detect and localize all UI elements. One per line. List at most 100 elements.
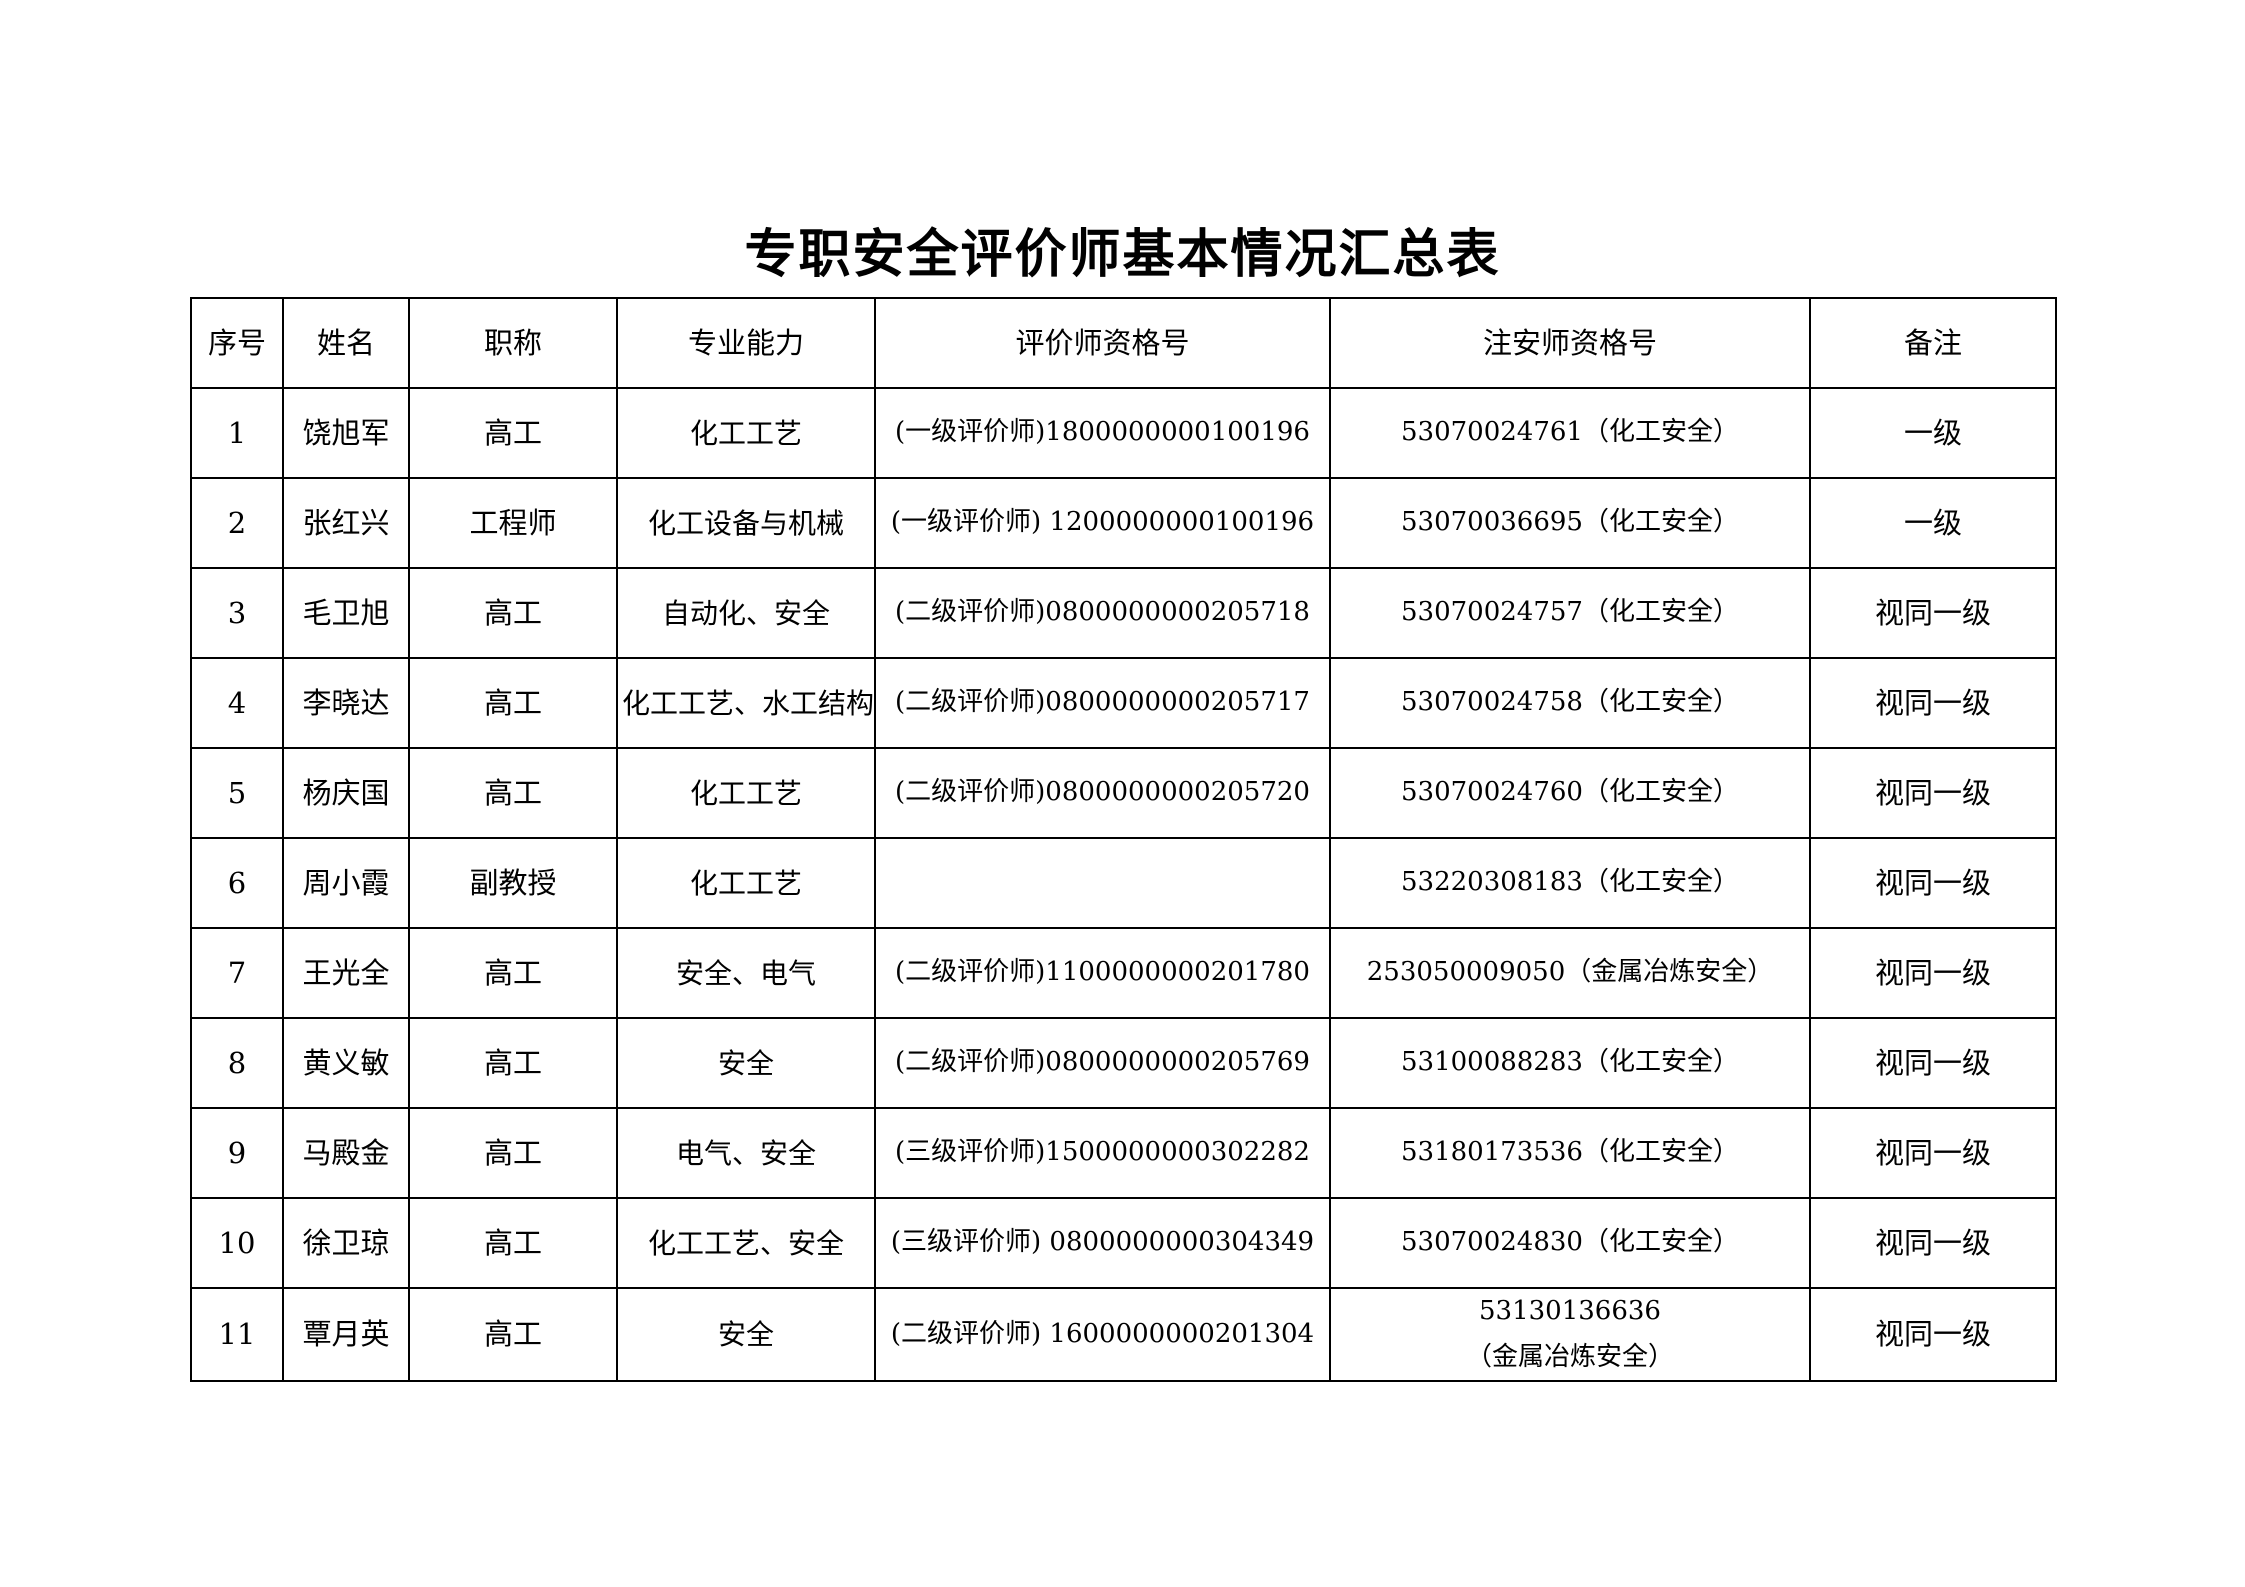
cell-serial: 10 <box>190 1197 284 1289</box>
summary-table: 序号 姓名 职称 专业能力 评价师资格号 注安师资格号 备注 1 饶旭军 高工 … <box>190 297 2057 1382</box>
cell-registered-number: 53070024760（化工安全） <box>1329 747 1811 839</box>
cell-title: 副教授 <box>408 837 618 929</box>
table-row: 2 张红兴 工程师 化工设备与机械 (一级评价师) 12000000001001… <box>190 477 2057 569</box>
cell-serial: 3 <box>190 567 284 659</box>
cell-registered-number: 53070024757（化工安全） <box>1329 567 1811 659</box>
cell-serial: 8 <box>190 1017 284 1109</box>
table-row: 9 马殿金 高工 电气、安全 (三级评价师)1500000000302282 5… <box>190 1107 2057 1199</box>
cell-remark: 视同一级 <box>1809 657 2057 749</box>
cell-name: 覃月英 <box>282 1287 410 1382</box>
table-row: 4 李晓达 高工 化工工艺、水工结构 (二级评价师)08000000002057… <box>190 657 2057 749</box>
column-header-serial: 序号 <box>190 297 284 389</box>
table-body: 1 饶旭军 高工 化工工艺 (一级评价师)1800000000100196 53… <box>190 387 2057 1382</box>
cell-remark: 一级 <box>1809 477 2057 569</box>
cell-ability: 化工设备与机械 <box>616 477 876 569</box>
column-header-evaluator-number: 评价师资格号 <box>874 297 1331 389</box>
cell-registered-number: 53130136636 （金属冶炼安全） <box>1329 1287 1811 1382</box>
cell-evaluator-number: (二级评价师) 1600000000201304 <box>874 1287 1331 1382</box>
column-header-name: 姓名 <box>282 297 410 389</box>
cell-ability: 自动化、安全 <box>616 567 876 659</box>
cell-title: 工程师 <box>408 477 618 569</box>
cell-registered-number: 53070024761（化工安全） <box>1329 387 1811 479</box>
cell-ability: 安全、电气 <box>616 927 876 1019</box>
cell-name: 黄义敏 <box>282 1017 410 1109</box>
cell-evaluator-number: (二级评价师)0800000000205717 <box>874 657 1331 749</box>
cell-serial: 9 <box>190 1107 284 1199</box>
cell-remark: 视同一级 <box>1809 1197 2057 1289</box>
cell-ability: 安全 <box>616 1287 876 1382</box>
cell-remark: 视同一级 <box>1809 747 2057 839</box>
cell-name: 马殿金 <box>282 1107 410 1199</box>
header-row: 序号 姓名 职称 专业能力 评价师资格号 注安师资格号 备注 <box>190 297 2057 389</box>
cell-ability: 化工工艺 <box>616 387 876 479</box>
table-row: 11 覃月英 高工 安全 (二级评价师) 1600000000201304 53… <box>190 1287 2057 1382</box>
cell-evaluator-number <box>874 837 1331 929</box>
cell-name: 徐卫琼 <box>282 1197 410 1289</box>
cell-ability: 化工工艺、安全 <box>616 1197 876 1289</box>
table-row: 5 杨庆国 高工 化工工艺 (二级评价师)0800000000205720 53… <box>190 747 2057 839</box>
cell-remark: 视同一级 <box>1809 1287 2057 1382</box>
cell-name: 周小霞 <box>282 837 410 929</box>
cell-registered-number: 253050009050（金属冶炼安全） <box>1329 927 1811 1019</box>
cell-evaluator-number: (一级评价师)1800000000100196 <box>874 387 1331 479</box>
cell-remark: 视同一级 <box>1809 1017 2057 1109</box>
cell-registered-number: 53070036695（化工安全） <box>1329 477 1811 569</box>
cell-name: 张红兴 <box>282 477 410 569</box>
cell-ability: 电气、安全 <box>616 1107 876 1199</box>
cell-registered-number: 53220308183（化工安全） <box>1329 837 1811 929</box>
cell-title: 高工 <box>408 747 618 839</box>
cell-title: 高工 <box>408 1107 618 1199</box>
table-row: 10 徐卫琼 高工 化工工艺、安全 (三级评价师) 08000000003043… <box>190 1197 2057 1289</box>
cell-name: 王光全 <box>282 927 410 1019</box>
cell-name: 毛卫旭 <box>282 567 410 659</box>
cell-serial: 6 <box>190 837 284 929</box>
cell-evaluator-number: (三级评价师) 0800000000304349 <box>874 1197 1331 1289</box>
cell-ability: 化工工艺 <box>616 747 876 839</box>
cell-name: 李晓达 <box>282 657 410 749</box>
cell-registered-number: 53070024758（化工安全） <box>1329 657 1811 749</box>
cell-evaluator-number: (二级评价师)0800000000205769 <box>874 1017 1331 1109</box>
cell-registered-number: 53180173536（化工安全） <box>1329 1107 1811 1199</box>
cell-title: 高工 <box>408 927 618 1019</box>
cell-registered-number: 53100088283（化工安全） <box>1329 1017 1811 1109</box>
column-header-registered-number: 注安师资格号 <box>1329 297 1811 389</box>
cell-title: 高工 <box>408 1017 618 1109</box>
table-row: 7 王光全 高工 安全、电气 (二级评价师)1100000000201780 2… <box>190 927 2057 1019</box>
page-title: 专职安全评价师基本情况汇总表 <box>744 224 1501 285</box>
column-header-title: 职称 <box>408 297 618 389</box>
cell-evaluator-number: (三级评价师)1500000000302282 <box>874 1107 1331 1199</box>
cell-remark: 一级 <box>1809 387 2057 479</box>
cell-ability: 安全 <box>616 1017 876 1109</box>
cell-title: 高工 <box>408 657 618 749</box>
cell-remark: 视同一级 <box>1809 567 2057 659</box>
cell-serial: 1 <box>190 387 284 479</box>
table-header: 序号 姓名 职称 专业能力 评价师资格号 注安师资格号 备注 <box>190 297 2057 389</box>
cell-title: 高工 <box>408 1287 618 1382</box>
table-row: 3 毛卫旭 高工 自动化、安全 (二级评价师)0800000000205718 … <box>190 567 2057 659</box>
cell-name: 饶旭军 <box>282 387 410 479</box>
cell-serial: 7 <box>190 927 284 1019</box>
cell-remark: 视同一级 <box>1809 837 2057 929</box>
cell-title: 高工 <box>408 567 618 659</box>
table-row: 1 饶旭军 高工 化工工艺 (一级评价师)1800000000100196 53… <box>190 387 2057 479</box>
cell-title: 高工 <box>408 1197 618 1289</box>
cell-remark: 视同一级 <box>1809 1107 2057 1199</box>
table-row: 8 黄义敏 高工 安全 (二级评价师)0800000000205769 5310… <box>190 1017 2057 1109</box>
cell-evaluator-number: (一级评价师) 1200000000100196 <box>874 477 1331 569</box>
column-header-ability: 专业能力 <box>616 297 876 389</box>
cell-serial: 2 <box>190 477 284 569</box>
cell-name: 杨庆国 <box>282 747 410 839</box>
cell-remark: 视同一级 <box>1809 927 2057 1019</box>
cell-evaluator-number: (二级评价师)0800000000205720 <box>874 747 1331 839</box>
cell-serial: 11 <box>190 1287 284 1382</box>
cell-evaluator-number: (二级评价师)1100000000201780 <box>874 927 1331 1019</box>
cell-registered-number: 53070024830（化工安全） <box>1329 1197 1811 1289</box>
cell-ability: 化工工艺、水工结构 <box>616 657 876 749</box>
column-header-remark: 备注 <box>1809 297 2057 389</box>
cell-serial: 4 <box>190 657 284 749</box>
cell-ability: 化工工艺 <box>616 837 876 929</box>
cell-serial: 5 <box>190 747 284 839</box>
table-row: 6 周小霞 副教授 化工工艺 53220308183（化工安全） 视同一级 <box>190 837 2057 929</box>
cell-evaluator-number: (二级评价师)0800000000205718 <box>874 567 1331 659</box>
